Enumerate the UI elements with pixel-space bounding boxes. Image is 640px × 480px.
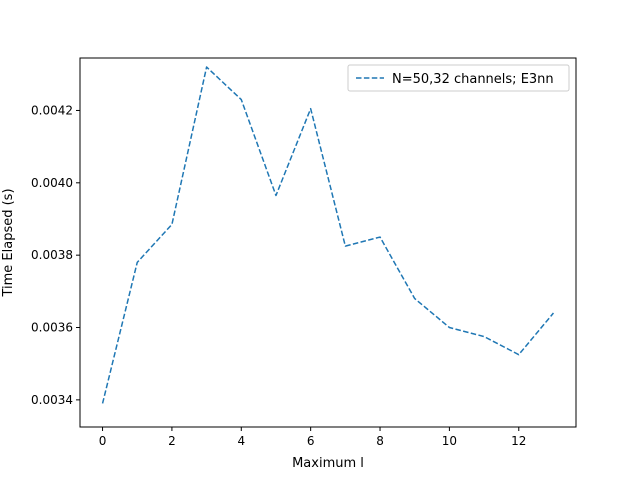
y-axis: 0.0034 0.0036 0.0038 0.0040 0.0042 (31, 103, 80, 407)
x-tick-label: 10 (442, 434, 457, 448)
y-tick-label: 0.0036 (31, 321, 73, 335)
x-tick-label: 4 (237, 434, 245, 448)
x-tick-label: 6 (307, 434, 315, 448)
y-tick-label: 0.0034 (31, 393, 73, 407)
series-layer (101, 66, 555, 404)
x-axis-label: Maximum l (292, 456, 364, 471)
x-axis: 0 2 4 6 8 10 12 (99, 427, 526, 448)
legend-entry-series-1: N=50,32 channels; E3nn (392, 72, 554, 87)
y-axis-label: Time Elapsed (s) (1, 188, 16, 297)
legend: N=50,32 channels; E3nn (347, 64, 570, 92)
x-tick-label: 8 (376, 434, 384, 448)
x-tick-label: 0 (99, 434, 107, 448)
series-line-1 (101, 66, 555, 404)
legend-box (347, 64, 570, 92)
x-tick-label: 12 (511, 434, 526, 448)
y-tick-label: 0.0038 (31, 248, 73, 262)
x-tick-label: 2 (168, 434, 176, 448)
y-tick-label: 0.0040 (31, 176, 73, 190)
y-tick-label: 0.0042 (31, 103, 73, 117)
plot-frame (79, 57, 577, 428)
